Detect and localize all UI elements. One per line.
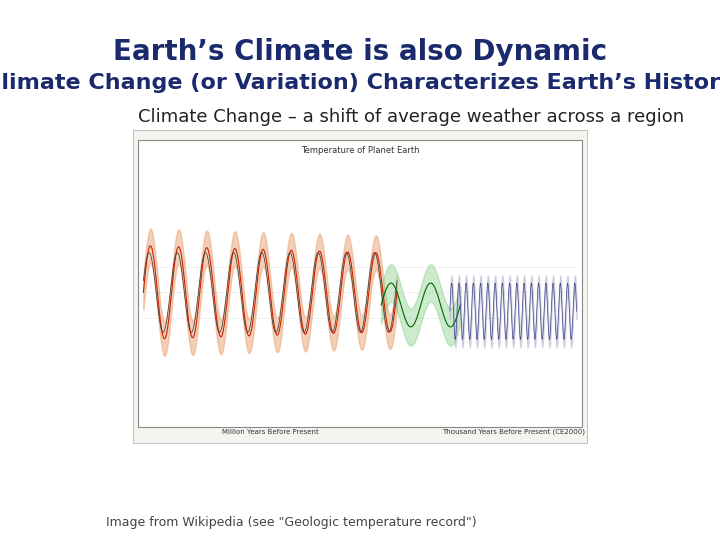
Text: Climate Change (or Variation) Characterizes Earth’s History: Climate Change (or Variation) Characteri… bbox=[0, 73, 720, 93]
Text: Earth’s Climate is also Dynamic: Earth’s Climate is also Dynamic bbox=[113, 38, 607, 66]
Text: Climate Change – a shift of average weather across a region: Climate Change – a shift of average weat… bbox=[138, 108, 684, 126]
Bar bbox=[138, 140, 582, 427]
Text: Thousand Years Before Present (CE2000): Thousand Years Before Present (CE2000) bbox=[442, 428, 585, 435]
Text: Image from Wikipedia (see "Geologic temperature record"): Image from Wikipedia (see "Geologic temp… bbox=[107, 516, 477, 529]
Text: Temperature of Planet Earth: Temperature of Planet Earth bbox=[301, 146, 419, 155]
Bar bbox=[132, 130, 588, 443]
Text: Million Years Before Present: Million Years Before Present bbox=[222, 429, 318, 435]
